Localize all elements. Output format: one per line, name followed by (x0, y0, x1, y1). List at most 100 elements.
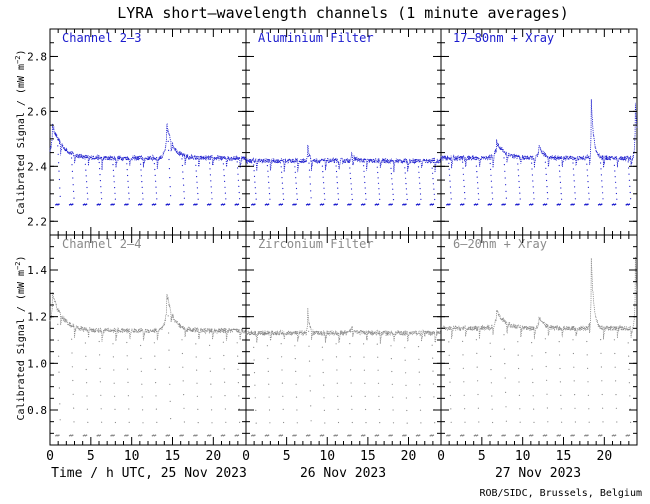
data-point (296, 193, 298, 195)
data-point (364, 382, 366, 384)
x-tick-label: 5 (87, 449, 95, 464)
dip-point (140, 203, 143, 205)
data-point (324, 422, 326, 424)
data-point (283, 198, 285, 200)
data-point (405, 177, 407, 179)
data-point (390, 167, 392, 169)
data-point (390, 358, 392, 360)
data-point (517, 163, 519, 165)
data-point (559, 170, 561, 172)
data-point (224, 395, 226, 397)
data-point (209, 357, 211, 359)
data-point (350, 369, 352, 371)
y-tick-label: 1.4 (27, 264, 47, 277)
data-point (310, 197, 312, 199)
data-point (183, 191, 185, 193)
data-point (295, 383, 297, 385)
data-point (602, 198, 604, 200)
data-point (517, 169, 519, 171)
data-point (181, 339, 183, 341)
data-point (255, 198, 257, 200)
data-point (533, 421, 535, 423)
data-point (153, 342, 155, 344)
data-point (112, 356, 114, 358)
data-point (140, 357, 142, 359)
data-point (448, 341, 450, 343)
data-point (462, 161, 464, 163)
data-point (519, 198, 521, 200)
data-point (587, 181, 589, 183)
data-point (587, 367, 589, 369)
data-point (504, 377, 506, 379)
y-tick-label: 1.0 (27, 357, 47, 370)
data-point (268, 409, 271, 411)
data-point (350, 177, 352, 180)
data-point (322, 176, 324, 178)
data-point (463, 179, 465, 181)
data-point (616, 421, 618, 423)
data-point (183, 197, 185, 199)
data-point (195, 170, 197, 172)
data-point (141, 186, 143, 188)
data-point (545, 352, 547, 354)
data-point (59, 187, 61, 189)
data-point (544, 161, 547, 163)
data-point (547, 421, 549, 423)
data-point (128, 408, 130, 410)
data-point (114, 395, 116, 397)
dip-point (308, 203, 311, 205)
dip-point (85, 203, 88, 205)
data-point (337, 408, 339, 410)
data-point (142, 422, 144, 424)
data-point (600, 174, 603, 176)
data-point (308, 162, 310, 164)
data-point (267, 370, 269, 372)
signal-series (245, 144, 442, 173)
data-point (601, 186, 603, 188)
data-point (477, 393, 479, 396)
data-point (156, 421, 158, 423)
data-point (350, 395, 353, 397)
data-point (602, 192, 604, 194)
data-point (363, 343, 365, 345)
data-point (627, 342, 629, 344)
data-point (323, 182, 325, 184)
dip-point (182, 434, 184, 437)
data-point (295, 182, 297, 184)
data-point (57, 145, 59, 147)
data-point (490, 369, 492, 371)
data-point (477, 193, 479, 195)
data-point (168, 349, 170, 351)
data-point (390, 345, 392, 347)
data-point (377, 382, 380, 384)
data-point (614, 170, 616, 172)
data-point (168, 366, 170, 368)
data-point (586, 169, 588, 171)
data-point (197, 198, 199, 200)
data-point (615, 192, 618, 195)
data-point (363, 369, 365, 371)
panel-label: Channel 2–3 (62, 31, 141, 45)
data-point (282, 408, 284, 410)
data-point (98, 161, 100, 164)
dip-point (154, 203, 157, 205)
data-point (518, 175, 520, 177)
dip-point (295, 434, 297, 437)
dip-point (254, 203, 256, 205)
data-point (195, 343, 197, 345)
panel-label: Zirconium Filter (258, 237, 374, 251)
dip-point (518, 434, 520, 437)
data-point (602, 407, 604, 409)
data-point (237, 173, 239, 175)
data-point (282, 187, 284, 190)
data-point (602, 421, 604, 423)
data-point (615, 181, 617, 183)
data-point (294, 358, 296, 360)
signal-series (49, 292, 247, 342)
data-point (574, 186, 576, 188)
data-point (337, 193, 339, 195)
data-point (405, 188, 407, 190)
data-point (573, 380, 575, 382)
data-point (475, 165, 477, 167)
data-point (449, 381, 451, 383)
